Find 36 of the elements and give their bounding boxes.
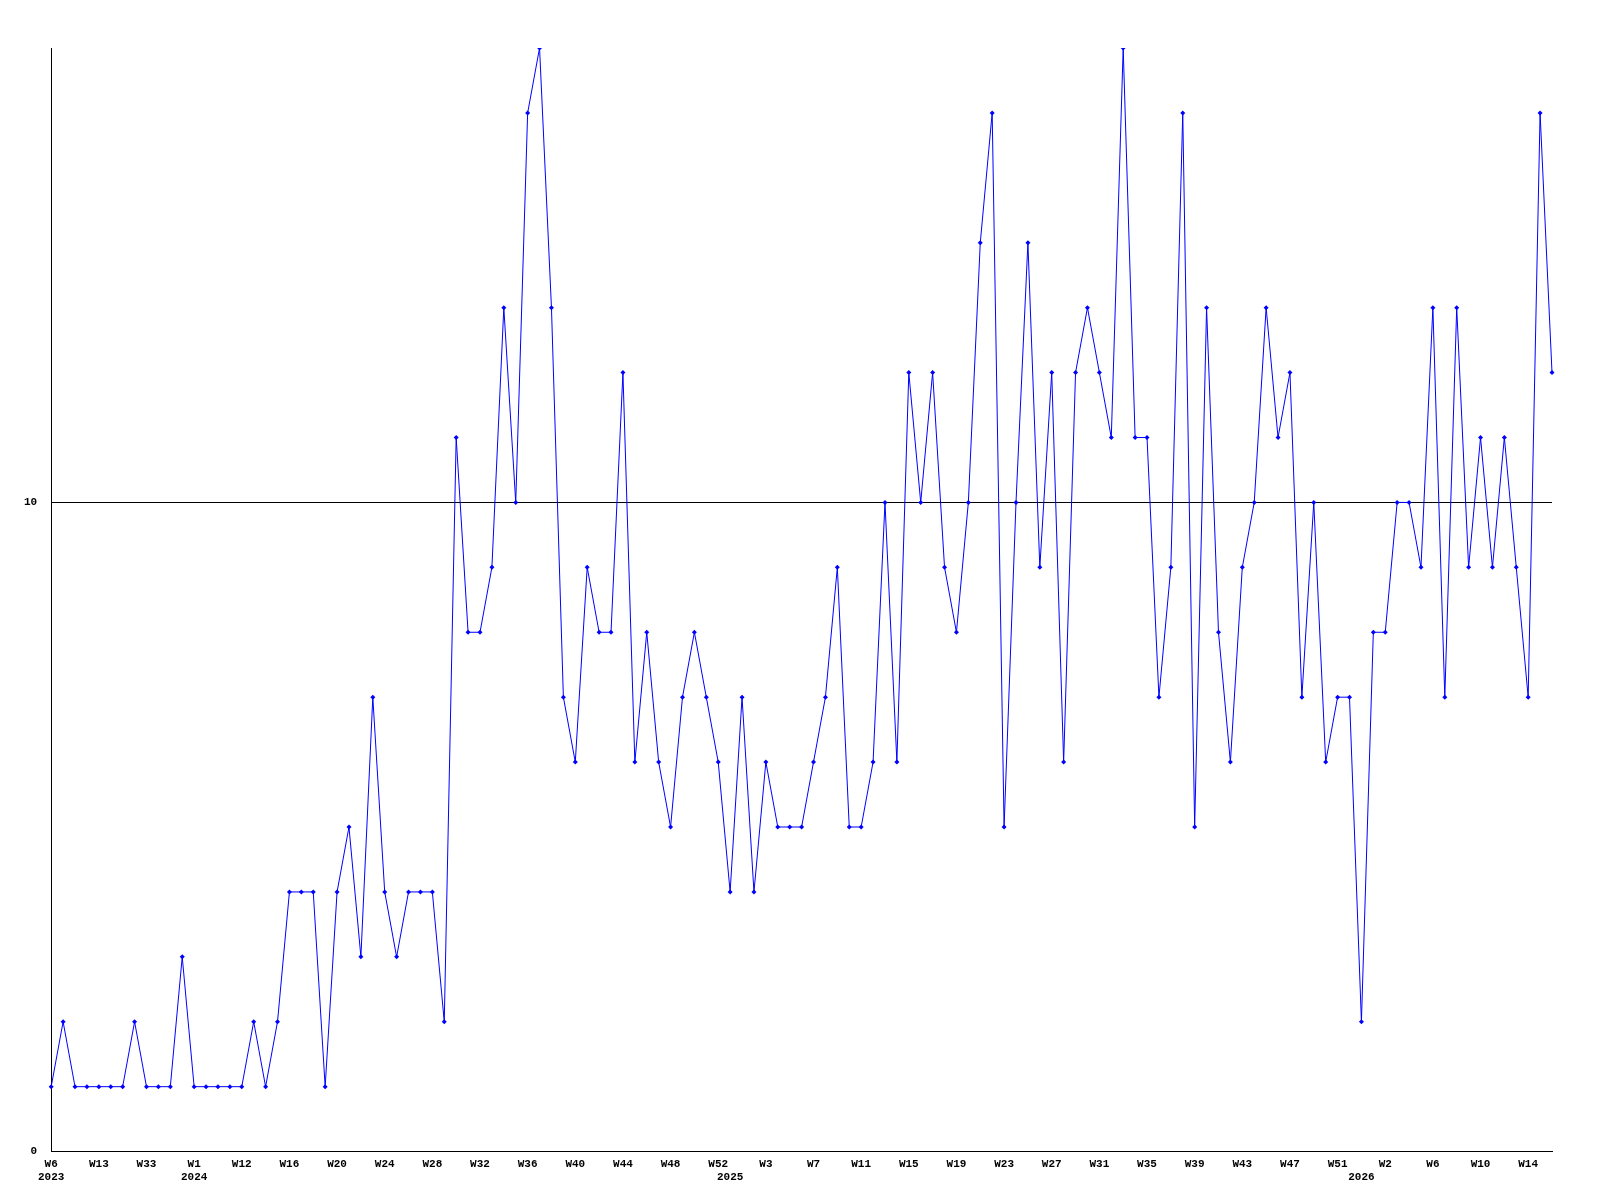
x-tick-label: W32 — [470, 1157, 490, 1170]
x-tick-label: W13 — [88, 1157, 110, 1170]
x-tick-label: W20 — [327, 1157, 347, 1170]
x-tick-label: W43 — [1232, 1157, 1253, 1170]
x-tick-label: W6 — [1426, 1157, 1440, 1170]
x-tick-label: W10 — [1470, 1157, 1491, 1170]
x-tick-label: W12 — [231, 1157, 252, 1170]
x-tick-label: W24 — [374, 1157, 396, 1170]
x-tick-label: W23 — [994, 1157, 1015, 1170]
x-tick-label: W51 — [1327, 1157, 1348, 1170]
x-tick-label: W2 — [1378, 1157, 1392, 1170]
x-tick-label: W3 — [759, 1157, 773, 1170]
x-tick-label: W39 — [1184, 1157, 1205, 1170]
x-tick-label: W15 — [898, 1157, 920, 1170]
x-tick-label: 2026 — [1348, 1171, 1375, 1184]
x-tick-label: W35 — [1137, 1157, 1158, 1170]
x-tick-label: W47 — [1280, 1157, 1300, 1170]
y-tick-label: 10 — [24, 496, 38, 509]
x-tick-label: W6 2023 — [38, 1157, 65, 1184]
x-tick-label: W36 — [517, 1157, 538, 1170]
x-tick-label: W19 — [946, 1157, 967, 1170]
x-tick-label: W33 — [136, 1157, 157, 1170]
x-tick-label: W7 — [806, 1157, 821, 1170]
x-tick-label: W52 — [708, 1157, 729, 1170]
x-tick-label: W44 — [613, 1157, 634, 1170]
x-tick-label: W11 — [851, 1157, 872, 1170]
x-tick-label: W28 — [422, 1157, 443, 1170]
x-tick-label: W16 — [279, 1157, 300, 1170]
x-tick-label: W48 — [660, 1157, 681, 1170]
x-tick-label: 2025 — [716, 1171, 744, 1184]
y-tick-label: 0 — [30, 1145, 38, 1158]
x-tick-label: W31 — [1089, 1157, 1110, 1170]
x-tick-label: W1 2024 — [180, 1157, 208, 1184]
x-tick-label: W40 — [565, 1157, 586, 1170]
x-tick-label: W27 — [1041, 1157, 1062, 1170]
x-tick-label: W14 — [1518, 1157, 1539, 1170]
